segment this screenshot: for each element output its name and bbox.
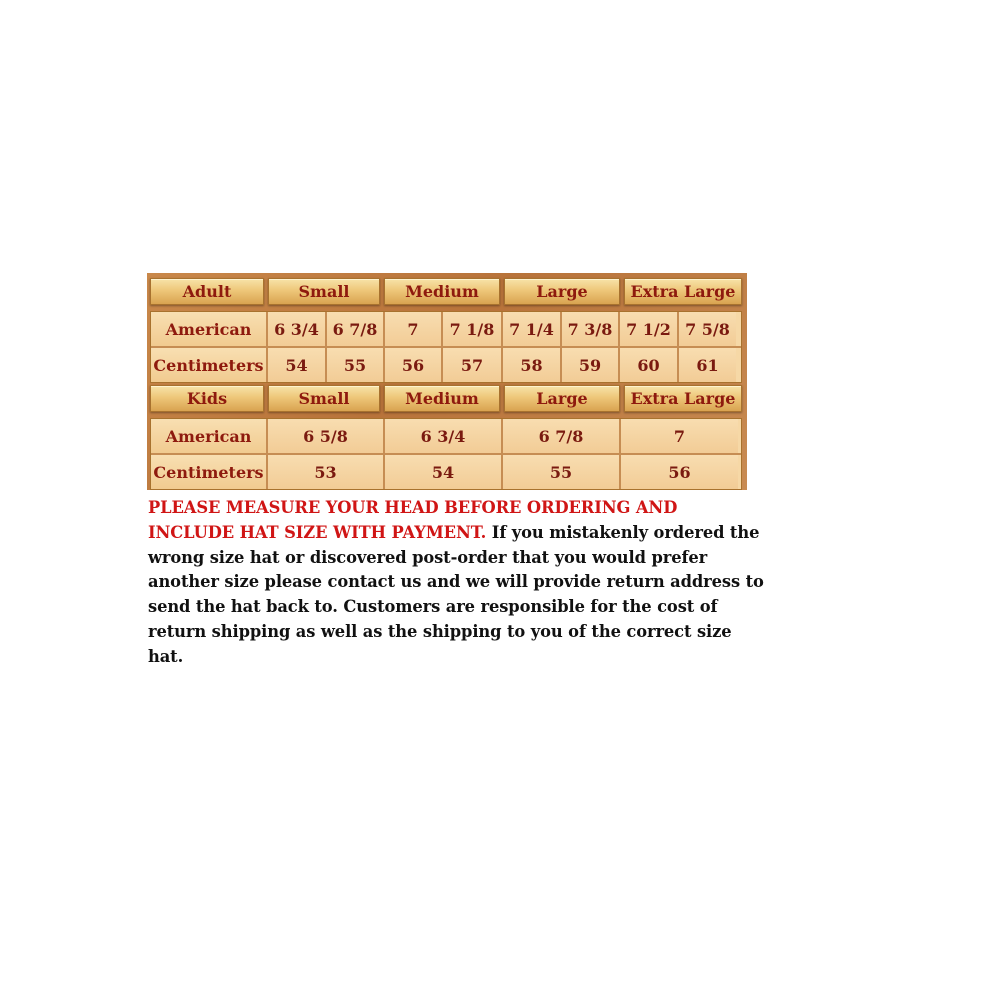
- kids-size-table: American 6 5/8 6 3/4 6 7/8 7 Centimeters…: [150, 418, 742, 490]
- kids-header-small: Small: [268, 385, 380, 412]
- sizing-notice: PLEASE MEASURE YOUR HEAD BEFORE ORDERING…: [148, 496, 768, 670]
- row-label: Centimeters: [151, 348, 268, 382]
- adult-centimeters-row: Centimeters 54 55 56 57 58 59 60 61: [151, 346, 741, 382]
- table-cell: 6 7/8: [327, 312, 385, 346]
- table-cell: 56: [385, 348, 443, 382]
- hat-size-chart: Adult Small Medium Large Extra Large Ame…: [147, 273, 747, 490]
- adult-header-small: Small: [268, 278, 380, 305]
- table-cell: 6 7/8: [503, 419, 621, 453]
- kids-header-large: Large: [504, 385, 620, 412]
- table-cell: 7 1/8: [443, 312, 503, 346]
- table-cell: 56: [621, 455, 738, 489]
- kids-header-label: Kids: [150, 385, 264, 412]
- table-cell: 58: [503, 348, 562, 382]
- table-cell: 6 3/4: [268, 312, 327, 346]
- kids-header-row: Kids Small Medium Large Extra Large: [150, 385, 742, 412]
- table-cell: 7 1/2: [620, 312, 679, 346]
- adult-size-table: American 6 3/4 6 7/8 7 7 1/8 7 1/4 7 3/8…: [150, 311, 742, 383]
- table-cell: 55: [327, 348, 385, 382]
- kids-centimeters-row: Centimeters 53 54 55 56: [151, 453, 741, 489]
- table-cell: 7 1/4: [503, 312, 562, 346]
- table-cell: 53: [268, 455, 385, 489]
- row-label: American: [151, 419, 268, 453]
- row-label: Centimeters: [151, 455, 268, 489]
- notice-warning-text: PLEASE MEASURE YOUR HEAD BEFORE ORDERING…: [148, 498, 678, 542]
- kids-size-section: Kids Small Medium Large Extra Large Amer…: [150, 385, 742, 490]
- adult-header-large: Large: [504, 278, 620, 305]
- notice-body-text: If you mistakenly ordered the wrong size…: [148, 522, 764, 666]
- table-cell: 7: [621, 419, 738, 453]
- kids-header-extra-large: Extra Large: [624, 385, 742, 412]
- adult-american-row: American 6 3/4 6 7/8 7 7 1/8 7 1/4 7 3/8…: [151, 312, 741, 346]
- kids-header-medium: Medium: [384, 385, 500, 412]
- table-cell: 60: [620, 348, 679, 382]
- table-cell: 57: [443, 348, 503, 382]
- adult-header-row: Adult Small Medium Large Extra Large: [150, 278, 742, 305]
- table-cell: 59: [562, 348, 620, 382]
- table-cell: 55: [503, 455, 621, 489]
- adult-header-medium: Medium: [384, 278, 500, 305]
- table-cell: 7 5/8: [679, 312, 736, 346]
- table-cell: 6 5/8: [268, 419, 385, 453]
- table-cell: 6 3/4: [385, 419, 503, 453]
- table-cell: 61: [679, 348, 736, 382]
- adult-size-section: Adult Small Medium Large Extra Large Ame…: [150, 278, 742, 383]
- adult-header-extra-large: Extra Large: [624, 278, 742, 305]
- table-cell: 7: [385, 312, 443, 346]
- adult-header-label: Adult: [150, 278, 264, 305]
- kids-american-row: American 6 5/8 6 3/4 6 7/8 7: [151, 419, 741, 453]
- row-label: American: [151, 312, 268, 346]
- table-cell: 54: [268, 348, 327, 382]
- table-cell: 54: [385, 455, 503, 489]
- table-cell: 7 3/8: [562, 312, 620, 346]
